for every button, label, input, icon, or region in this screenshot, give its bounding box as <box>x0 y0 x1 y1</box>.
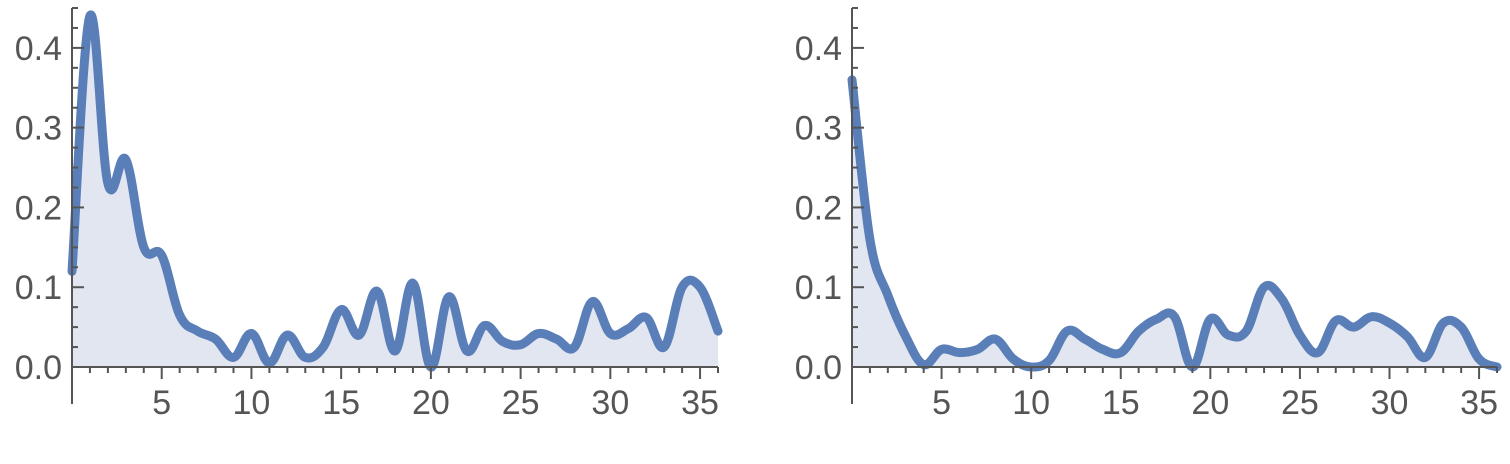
x-tick-label: 5 <box>932 384 951 422</box>
chart-right: 0.0 0.1 0.2 0.3 0.4 5 10 15 20 25 30 35 <box>795 7 1502 422</box>
y-tick-label: 0.4 <box>795 30 842 68</box>
x-tick-label: 5 <box>152 384 171 422</box>
y-tick-label: 0.2 <box>15 189 62 227</box>
x-tick-label: 20 <box>412 384 450 422</box>
x-tick-label: 35 <box>1460 384 1498 422</box>
y-tick-label: 0.0 <box>795 349 842 387</box>
y-tick-label: 0.4 <box>15 30 62 68</box>
x-tick-label: 25 <box>502 384 540 422</box>
x-tick-label: 20 <box>1191 384 1229 422</box>
series-area <box>72 14 718 368</box>
chart-left: 0.0 0.1 0.2 0.3 0.4 5 10 15 20 25 30 35 <box>15 7 723 422</box>
x-tick-label: 30 <box>591 384 629 422</box>
x-tick-label: 15 <box>1102 384 1140 422</box>
x-tick-label: 10 <box>1012 384 1050 422</box>
y-tick-label: 0.0 <box>15 349 62 387</box>
x-tick-label: 15 <box>322 384 360 422</box>
y-tick-label: 0.1 <box>795 269 842 307</box>
x-tick-label: 25 <box>1281 384 1319 422</box>
y-tick-label: 0.1 <box>15 269 62 307</box>
x-tick-label: 30 <box>1371 384 1409 422</box>
y-tick-label: 0.3 <box>15 110 62 148</box>
x-tick-label: 10 <box>233 384 271 422</box>
x-tick-label: 35 <box>681 384 719 422</box>
y-tick-label: 0.2 <box>795 189 842 227</box>
y-tick-label: 0.3 <box>795 110 842 148</box>
series-line <box>67 10 723 372</box>
series-line <box>847 75 1502 372</box>
